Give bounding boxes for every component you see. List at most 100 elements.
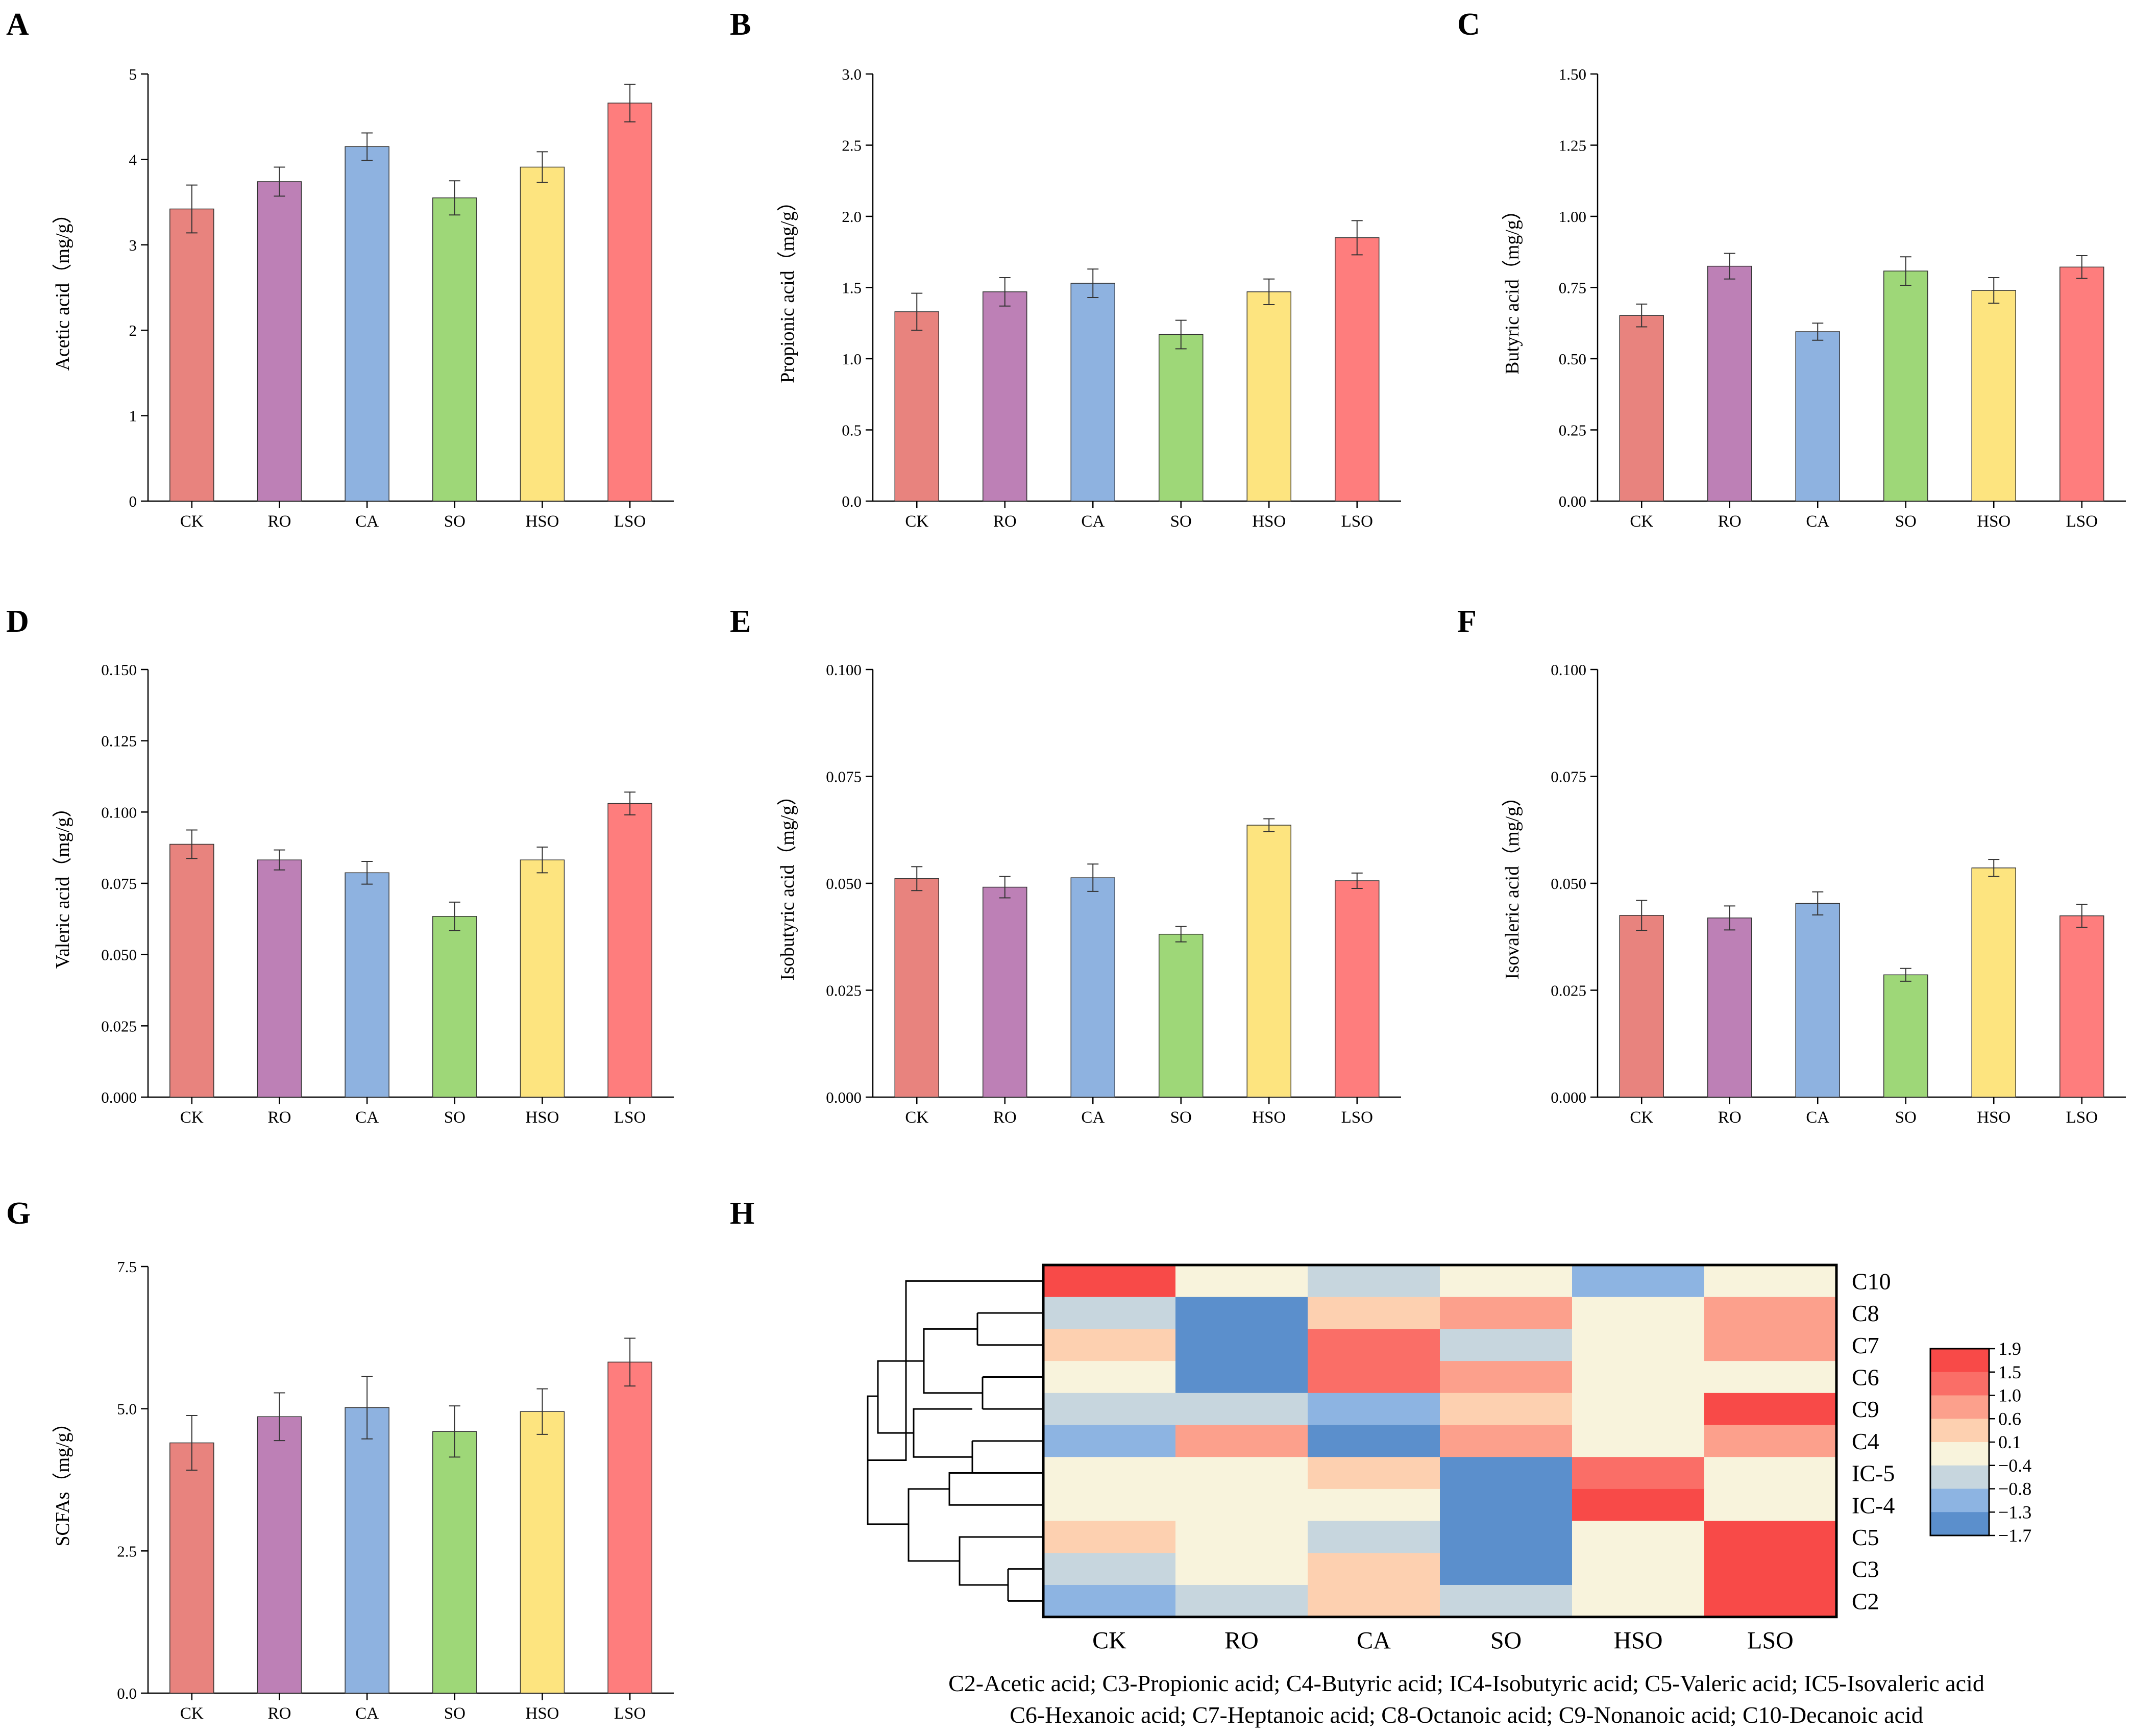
heatmap-cell [1175,1457,1308,1490]
heatmap-column-label: HSO [1613,1627,1662,1654]
x-tick-label: SO [1895,512,1917,531]
y-tick-label: 1.5 [842,279,862,297]
colorbar-tick-label: −1.3 [1998,1502,2031,1522]
x-tick-label: RO [1718,512,1742,531]
y-tick-label: 1.00 [1559,208,1586,226]
colorbar-tick-label: 1.0 [1998,1385,2021,1406]
y-tick-label: 3 [129,236,137,254]
bar [169,1442,214,1694]
bar [1335,237,1380,502]
x-tick-label: CA [355,512,379,531]
chart-panel-g: G 0.0 2.5 5.0 7.5 SCFAs（mg/g） CK RO CA SO HSO LSO [6,1196,674,1723]
bar [1971,290,2016,502]
y-tick-label: 0.025 [101,1017,137,1035]
heatmap-cell [1440,1329,1573,1361]
dendrogram-branch [959,1536,1043,1586]
y-tick-label: 4 [129,151,137,168]
colorbar-tick-label: 0.6 [1998,1408,2021,1429]
colorbar-tick-label: −1.7 [1998,1525,2031,1546]
heatmap-row-label: C4 [1852,1428,1879,1454]
bar [607,803,652,1098]
chart-panel-f: F 0.000 0.025 0.050 0.075 0.100 Isovaleric aci… [1457,604,2126,1127]
heatmap-cell [1704,1265,1837,1298]
heatmap-row-label: C6 [1852,1364,1879,1390]
y-tick-label: 0.50 [1559,350,1586,368]
x-tick-label: SO [444,512,465,531]
x-tick-label: RO [268,512,291,531]
y-tick-label: 0.000 [1551,1088,1586,1106]
y-tick-label: 0.000 [101,1088,137,1106]
heatmap-cell [1308,1265,1440,1298]
y-tick-label: 1.25 [1559,137,1586,155]
y-tick-label: 0.075 [101,875,137,892]
heatmap-cell [1704,1425,1837,1457]
x-tick-label: CA [355,1108,379,1127]
x-tick-label: SO [444,1704,465,1723]
panel-label: H [730,1196,754,1231]
y-axis-label: SCFAs（mg/g） [52,1413,73,1546]
heatmap-cell [1175,1521,1308,1553]
x-tick-label: CK [1630,1108,1653,1127]
heatmap-cell [1043,1393,1176,1425]
x-tick-label: SO [1895,1108,1917,1127]
heatmap-cell [1308,1457,1440,1490]
x-tick-label: LSO [1341,512,1373,531]
heatmap-column-label: CA [1357,1627,1391,1654]
heatmap-row-label: C3 [1852,1556,1879,1582]
heatmap-cell [1440,1297,1573,1329]
y-tick-label: 0.00 [1559,492,1586,510]
bar [1795,331,1840,502]
bar [2060,915,2104,1098]
y-tick-label: 0.0 [117,1684,137,1702]
x-tick-label: CK [905,512,928,531]
panel-label: D [6,604,29,639]
y-tick-label: 0.125 [101,732,137,750]
x-tick-label: SO [444,1108,465,1127]
heatmap-row-label: C9 [1852,1396,1879,1422]
x-tick-label: CK [180,512,204,531]
heatmap-cell [1308,1521,1440,1553]
heatmap-column-label: RO [1224,1627,1259,1654]
x-tick-label: LSO [614,512,646,531]
y-axis-label: Propionic acid（mg/g） [777,192,798,383]
heatmap-cell [1572,1265,1705,1298]
heatmap-row-label: C8 [1852,1300,1879,1326]
heatmap-cell [1043,1329,1176,1361]
bar [520,166,565,502]
y-tick-label: 0.25 [1559,421,1586,439]
bar [894,311,939,502]
heatmap-cell [1175,1553,1308,1585]
bar [2060,266,2104,502]
y-tick-label: 0 [129,492,137,510]
x-tick-label: CK [1630,512,1653,531]
panel-label: C [1457,7,1480,42]
y-tick-label: 2 [129,321,137,339]
x-tick-label: RO [993,512,1017,531]
dendrogram-branch [868,1280,1043,1461]
bar [520,1411,565,1694]
bar [1619,315,1664,502]
y-tick-label: 2.0 [842,208,862,226]
bar [1070,283,1115,502]
y-tick-label: 0.000 [826,1088,862,1106]
x-tick-label: CA [1081,512,1105,531]
y-tick-label: 0.050 [1551,875,1586,892]
x-tick-label: CK [905,1108,928,1127]
y-tick-label: 0.100 [826,661,862,679]
bar [894,878,939,1098]
bar [1707,265,1752,502]
heatmap-cell [1308,1361,1440,1394]
heatmap-cell [1175,1329,1308,1361]
bar [1159,334,1204,502]
y-tick-label: 0.025 [826,982,862,1000]
heatmap-cell [1704,1521,1837,1553]
x-tick-label: LSO [2066,1108,2098,1127]
heatmap-cell [1440,1265,1573,1298]
x-tick-label: LSO [2066,512,2098,531]
heatmap-row-label: C7 [1852,1332,1879,1358]
y-tick-label: 1.0 [842,350,862,368]
bar [1070,877,1115,1098]
panel-label: G [6,1196,31,1231]
panel-label: E [730,604,751,639]
y-tick-label: 0.75 [1559,279,1586,297]
